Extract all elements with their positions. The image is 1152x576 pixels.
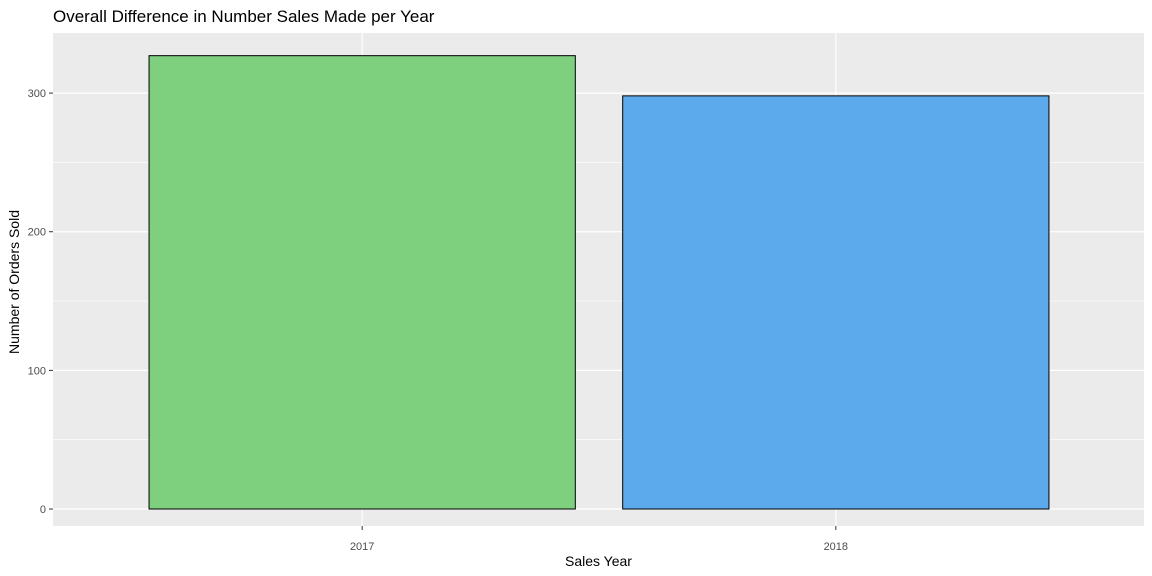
chart-title: Overall Difference in Number Sales Made … <box>53 7 435 26</box>
y-tick-label: 0 <box>40 504 46 516</box>
x-axis-title: Sales Year <box>565 553 632 569</box>
bars <box>148 55 1050 510</box>
y-axis: 0 100 200 300 <box>28 88 53 516</box>
y-tick-label: 200 <box>28 227 46 239</box>
bar-2017 <box>148 55 576 510</box>
y-axis-title: Number of Orders Sold <box>6 210 22 354</box>
x-tick-label: 2018 <box>824 541 848 553</box>
bar-2018 <box>622 95 1050 510</box>
y-tick-label: 100 <box>28 365 46 377</box>
y-tick-label: 300 <box>28 88 46 100</box>
x-axis: 2017 2018 <box>350 526 848 553</box>
x-tick-label: 2017 <box>350 541 374 553</box>
